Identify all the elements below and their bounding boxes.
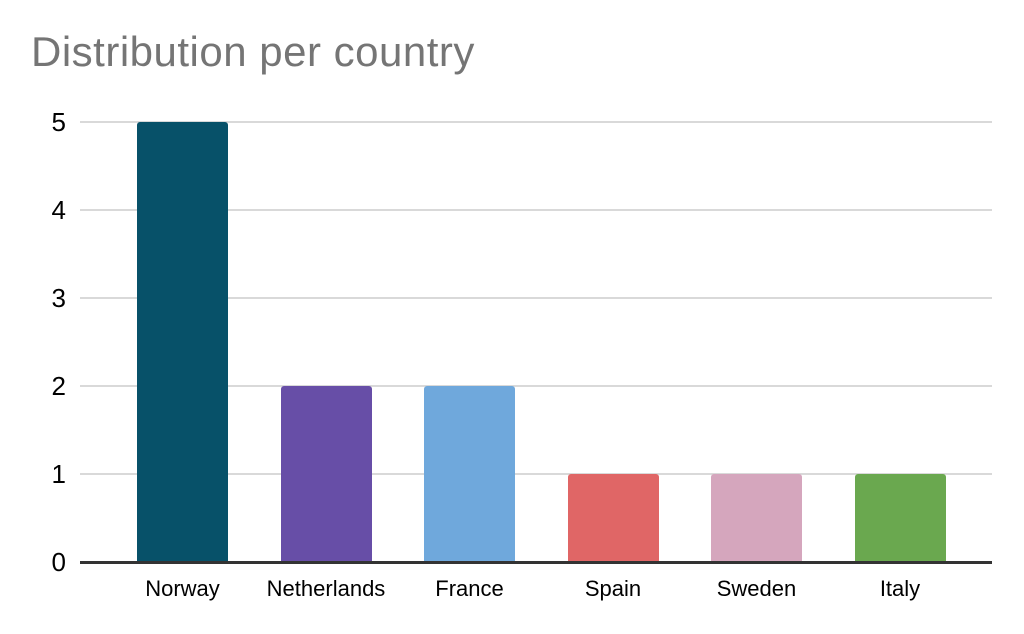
bar-sweden xyxy=(711,474,802,562)
bar-spain xyxy=(567,474,659,562)
gridline xyxy=(80,121,992,123)
x-axis-category-label: Sweden xyxy=(716,576,797,601)
x-axis-category-label: Italy xyxy=(879,576,921,601)
y-axis-tick-label: 5 xyxy=(51,107,66,137)
bar-france xyxy=(424,386,515,562)
y-axis-tick-label: 0 xyxy=(51,547,66,577)
y-axis-tick-label: 3 xyxy=(51,283,66,313)
y-axis-tick-label: 4 xyxy=(51,195,66,225)
gridline xyxy=(80,385,992,387)
x-axis-category-label: Norway xyxy=(145,576,220,601)
y-axis-tick-label: 2 xyxy=(51,371,66,401)
x-axis-line xyxy=(80,561,992,564)
bar-italy xyxy=(854,474,946,562)
bar-norway xyxy=(137,122,228,562)
gridline xyxy=(80,209,992,211)
gridline xyxy=(80,297,992,299)
chart-title: Distribution per country xyxy=(31,28,475,75)
gridline xyxy=(80,473,992,475)
bar-netherlands xyxy=(280,386,372,562)
x-axis-category-label: France xyxy=(435,576,504,601)
x-axis-category-label: Netherlands xyxy=(266,576,386,601)
y-axis-tick-label: 1 xyxy=(51,459,66,489)
x-axis-category-label: Spain xyxy=(584,576,642,601)
